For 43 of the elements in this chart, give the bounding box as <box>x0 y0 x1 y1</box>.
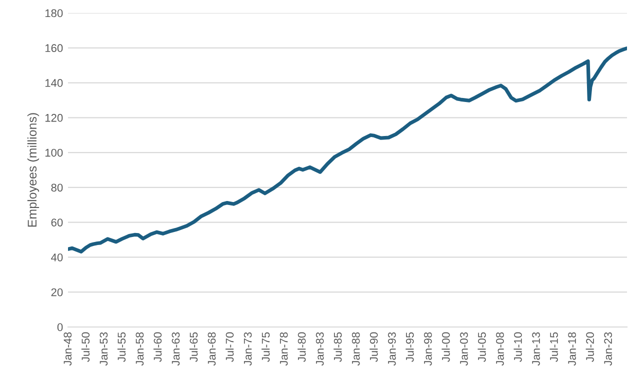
x-tick-label: Jan-93 <box>388 332 396 366</box>
x-tick-label: Jan-53 <box>100 332 108 366</box>
x-tick-label: Jan-63 <box>172 332 180 366</box>
y-tick-label: 140 <box>45 79 63 87</box>
x-tick-label: Jan-48 <box>64 332 72 366</box>
y-tick-label: 0 <box>57 323 63 332</box>
y-tick-label: 180 <box>45 9 63 18</box>
x-tick-label: Jul-15 <box>550 332 558 362</box>
x-tick-label: Jan-73 <box>244 332 252 366</box>
x-tick-label: Jan-83 <box>316 332 324 366</box>
x-tick-label: Jul-00 <box>442 332 450 362</box>
y-axis-title: Employees (millions) <box>27 113 40 227</box>
x-tick-label: Jan-03 <box>460 332 468 366</box>
y-tick-label: 120 <box>45 114 63 122</box>
x-tick-label: Jul-10 <box>514 332 522 362</box>
x-tick-label: Jan-78 <box>280 332 288 366</box>
x-tick-label: Jan-23 <box>604 332 612 366</box>
y-tick-label: 20 <box>51 288 63 296</box>
x-tick-label: Jul-05 <box>478 332 486 362</box>
x-tick-label: Jan-18 <box>568 332 576 366</box>
line-series <box>68 46 627 254</box>
x-tick-label: Jul-80 <box>298 332 306 362</box>
x-tick-label: Jul-85 <box>334 332 342 362</box>
x-tick-label: Jul-70 <box>226 332 234 362</box>
x-tick-label: Jan-08 <box>496 332 504 366</box>
x-tick-label: Jan-88 <box>352 332 360 366</box>
x-tick-label: Jul-75 <box>262 332 270 362</box>
x-tick-label: Jan-68 <box>208 332 216 366</box>
x-tick-label: Jul-60 <box>153 332 162 362</box>
x-tick-label: Jul-50 <box>81 332 90 362</box>
y-tick-label: 100 <box>45 148 63 157</box>
x-tick-label: Jul-65 <box>190 332 198 362</box>
y-tick-label: 40 <box>51 253 63 262</box>
y-tick-label: 80 <box>51 184 63 192</box>
x-tick-label: Jan-98 <box>424 332 432 366</box>
x-tick-label: Jan-13 <box>532 332 540 366</box>
y-tick-label: 160 <box>45 44 63 52</box>
x-tick-label: Jul-90 <box>370 332 378 362</box>
x-tick-label: Jan-58 <box>136 332 144 366</box>
y-tick-label: 60 <box>51 218 63 226</box>
x-tick-label: Jul-20 <box>586 332 594 362</box>
x-tick-label: Jul-55 <box>117 332 126 362</box>
x-tick-label: Jul-95 <box>406 332 414 362</box>
